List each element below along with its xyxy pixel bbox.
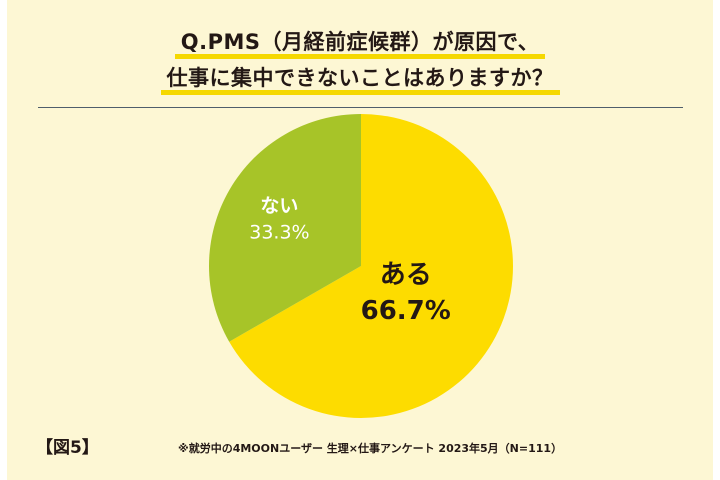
title-text-1: Q.PMS（月経前症候群）が原因で、 — [174, 26, 546, 59]
divider — [38, 107, 683, 108]
figure-label: 【図5】 — [36, 438, 99, 458]
title-line-2: 仕事に集中できないことはありますか？ — [0, 62, 720, 95]
pie-slice-nai — [209, 114, 361, 342]
slice-value-nai: 33.3% — [249, 222, 309, 244]
pie-slice-aru — [229, 114, 513, 418]
source-note: ※就労中の4MOONユーザー 生理×仕事アンケート 2023年5月（N=111） — [178, 442, 563, 455]
title-line-1: Q.PMS（月経前症候群）が原因で、 — [0, 26, 720, 59]
slice-label-nai: ない — [260, 195, 298, 217]
slice-value-aru: 66.7% — [361, 296, 451, 326]
title-text-2: 仕事に集中できないことはありますか？ — [160, 62, 560, 95]
slice-label-aru: ある — [380, 260, 432, 290]
